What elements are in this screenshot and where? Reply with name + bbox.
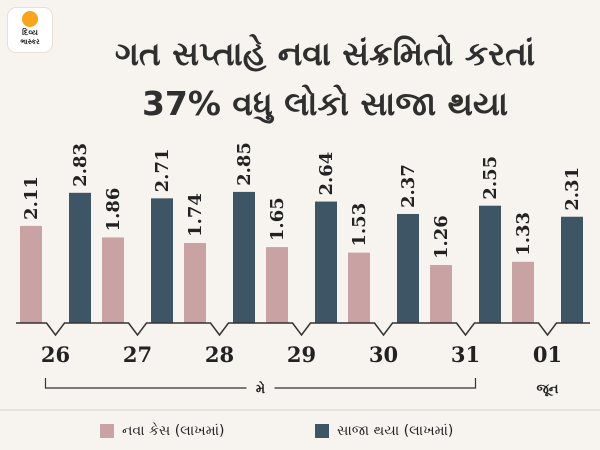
bar-new-cases-29 bbox=[266, 247, 288, 323]
chart-title-line-2: 37% વધુ લોકો સાજા થયા bbox=[141, 84, 509, 123]
bar-new-cases-28 bbox=[184, 242, 206, 323]
legend-label-recovered: સાજા થયા (લાખમાં) bbox=[337, 423, 454, 439]
legend-item-recovered: સાજા થયા (લાખમાં) bbox=[315, 420, 453, 442]
month-bracket-right bbox=[274, 378, 477, 389]
value-label-new-cases-30: 1.53 bbox=[349, 203, 370, 247]
value-label-new-cases-28: 1.74 bbox=[185, 193, 206, 237]
value-label-new-cases-01: 1.33 bbox=[513, 212, 534, 256]
logo: દિવ્ય ભાસ્કર bbox=[8, 8, 52, 52]
chart-title-line-1: ગત સપ્તાહે નવા સંક્રમિતો કરતાં bbox=[114, 34, 536, 73]
x-tick-label-28: 28 bbox=[205, 342, 234, 367]
value-label-recovered-30: 2.37 bbox=[398, 164, 419, 208]
bar-recovered-26 bbox=[69, 192, 91, 323]
logo-sun-icon bbox=[22, 11, 38, 27]
value-label-recovered-27: 2.71 bbox=[152, 148, 173, 192]
bar-recovered-29 bbox=[315, 201, 337, 323]
value-label-recovered-31: 2.55 bbox=[480, 156, 501, 200]
value-label-new-cases-31: 1.26 bbox=[431, 215, 452, 259]
value-label-recovered-01: 2.31 bbox=[562, 167, 583, 211]
bar-new-cases-30 bbox=[348, 252, 370, 323]
value-label-new-cases-26: 2.11 bbox=[21, 176, 42, 220]
logo-text-2: ભાસ્કર bbox=[20, 38, 40, 46]
bar-new-cases-26 bbox=[20, 225, 42, 323]
x-tick-label-29: 29 bbox=[287, 342, 316, 367]
legend-label-new-cases: નવા કેસ (લાખમાં) bbox=[122, 423, 225, 439]
bar-new-cases-31 bbox=[430, 265, 452, 323]
value-label-recovered-26: 2.83 bbox=[70, 143, 91, 187]
legend-swatch-recovered bbox=[315, 424, 329, 438]
x-tick-label-01: 01 bbox=[533, 342, 562, 367]
month-bracket-left bbox=[44, 378, 247, 389]
bar-new-cases-27 bbox=[102, 237, 124, 323]
x-tick-label-27: 27 bbox=[123, 342, 152, 367]
bar-recovered-31 bbox=[479, 205, 501, 323]
bar-recovered-28 bbox=[233, 191, 255, 323]
bar-recovered-30 bbox=[397, 213, 419, 323]
legend-swatch-new-cases bbox=[100, 424, 114, 438]
x-axis-baseline bbox=[16, 322, 590, 337]
value-label-recovered-29: 2.64 bbox=[316, 152, 337, 196]
value-label-new-cases-27: 1.86 bbox=[103, 188, 124, 232]
legend-item-new-cases: નવા કેસ (લાખમાં) bbox=[100, 420, 224, 442]
bar-new-cases-01 bbox=[512, 261, 534, 323]
bar-recovered-01 bbox=[561, 216, 583, 323]
month-label-may: મે bbox=[256, 380, 265, 397]
value-label-recovered-28: 2.85 bbox=[234, 142, 255, 186]
x-tick-label-31: 31 bbox=[451, 342, 480, 367]
value-label-new-cases-29: 1.65 bbox=[267, 197, 288, 241]
x-tick-label-30: 30 bbox=[369, 342, 398, 367]
logo-text-1: દિવ્ય bbox=[22, 28, 38, 37]
x-tick-label-26: 26 bbox=[41, 342, 70, 367]
bar-recovered-27 bbox=[151, 198, 173, 323]
month-label-june: જૂન bbox=[537, 382, 559, 398]
